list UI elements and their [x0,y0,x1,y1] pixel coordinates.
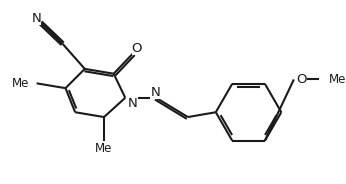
Text: O: O [131,42,142,55]
Text: N: N [32,12,42,25]
Text: Me: Me [328,73,346,86]
Text: O: O [296,73,307,86]
Text: Me: Me [11,77,29,90]
Text: N: N [151,86,161,98]
Text: Me: Me [95,142,113,155]
Text: N: N [128,97,138,110]
